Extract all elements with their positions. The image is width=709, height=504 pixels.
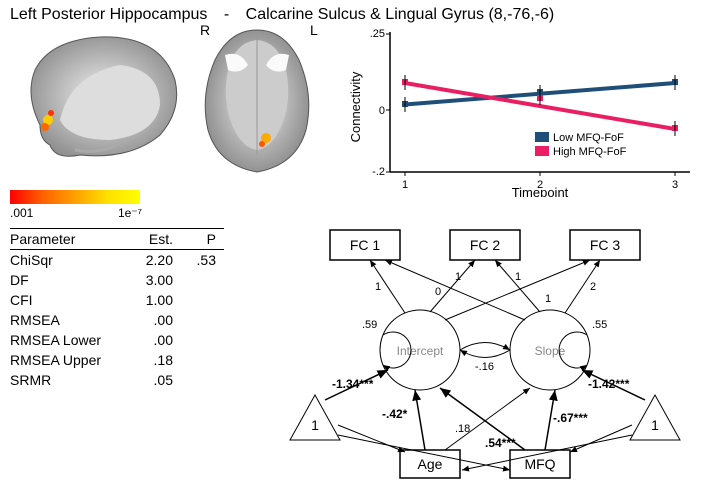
- l1a: 1: [375, 281, 381, 293]
- legend-low-swatch: [535, 132, 549, 142]
- ytick-mid: 0: [379, 105, 385, 117]
- l1b: 1: [455, 271, 461, 283]
- brain-axial: [180, 20, 335, 180]
- r2c0: CFI: [10, 290, 128, 310]
- r3c1: .00: [128, 310, 181, 330]
- legend-low: Low MFQ-FoF: [553, 132, 624, 144]
- mfq-s: -.67***: [553, 411, 588, 425]
- age-s: .18: [455, 423, 470, 435]
- r0c2: .53: [181, 250, 224, 271]
- intercept: Intercept: [397, 344, 444, 358]
- r0c0: ChiSqr: [10, 250, 128, 271]
- r1c0: DF: [10, 270, 128, 290]
- r1c1: 3.00: [128, 270, 181, 290]
- brain-sagittal: [10, 25, 190, 175]
- xlabel: Timepoint: [512, 185, 569, 197]
- ylabel: Connectivity: [348, 71, 363, 142]
- xtick-3: 3: [672, 179, 678, 191]
- r3c2: [181, 310, 224, 330]
- l1c: 1: [545, 293, 551, 305]
- var-i: .59: [362, 319, 377, 331]
- legend-high: High MFQ-FoF: [553, 146, 627, 158]
- r5c0: RMSEA Upper: [10, 350, 128, 370]
- tri-right: 1: [651, 417, 659, 433]
- r2c1: 1.00: [128, 290, 181, 310]
- fit-table: Parameter Est. P ChiSqr2.20.53 DF3.00 CF…: [10, 228, 224, 390]
- mfq: MFQ: [524, 456, 555, 472]
- ytick-bot: -.2: [372, 166, 385, 178]
- l0: 0: [435, 286, 441, 298]
- r2c2: [181, 290, 224, 310]
- r6c0: SRMR: [10, 370, 128, 390]
- xtick-1: 1: [402, 179, 408, 191]
- r5c2: [181, 350, 224, 370]
- age-i: -.42*: [382, 407, 408, 421]
- sem-diagram: FC 1 FC 2 FC 3 Intercept Slope 1 1 Age M…: [270, 220, 700, 500]
- var-s: .55: [592, 319, 607, 331]
- th-est: Est.: [128, 229, 181, 250]
- tri-r-lab: -1.42***: [588, 377, 630, 391]
- colorbar-left: .001: [10, 206, 33, 220]
- fc1: FC 1: [350, 237, 381, 253]
- ytick-top: .25: [370, 28, 385, 40]
- r1c2: [181, 270, 224, 290]
- r4c1: .00: [128, 330, 181, 350]
- l1d: 1: [515, 271, 521, 283]
- mfq-i: .54***: [485, 436, 516, 450]
- connectivity-chart: .25 0 -.2 1 2 3 Connectivity Timepoint L…: [340, 22, 700, 197]
- colorbar-right: 1e⁻⁷: [118, 206, 142, 220]
- age: Age: [418, 456, 443, 472]
- r3c0: RMSEA: [10, 310, 128, 330]
- r5c1: .18: [128, 350, 181, 370]
- r6c1: .05: [128, 370, 181, 390]
- r4c2: [181, 330, 224, 350]
- title-region1: Left Posterior Hippocampus: [10, 6, 207, 23]
- slope: Slope: [535, 344, 566, 358]
- l2: 2: [590, 281, 596, 293]
- th-param: Parameter: [10, 229, 128, 250]
- tri-left: 1: [311, 417, 319, 433]
- fc3: FC 3: [590, 237, 621, 253]
- colorbar: [10, 190, 140, 204]
- r4c0: RMSEA Lower: [10, 330, 128, 350]
- legend-high-swatch: [535, 146, 549, 156]
- r0c1: 2.20: [128, 250, 181, 271]
- tri-l-lab: -1.34***: [332, 377, 374, 391]
- fc2: FC 2: [470, 237, 501, 253]
- r6c2: [181, 370, 224, 390]
- cov: -.16: [475, 361, 494, 373]
- th-p: P: [181, 229, 224, 250]
